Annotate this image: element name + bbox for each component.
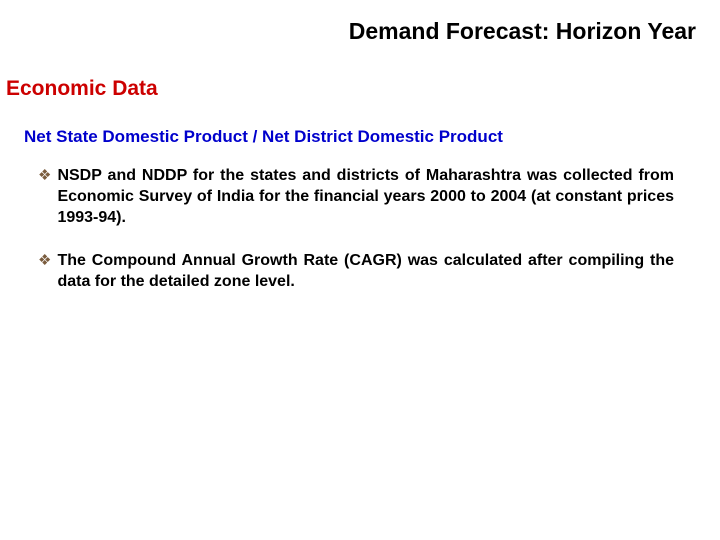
bullet-list: ❖ NSDP and NDDP for the states and distr… [38,165,674,292]
slide-title: Demand Forecast: Horizon Year [0,18,702,45]
bullet-text: The Compound Annual Growth Rate (CAGR) w… [57,250,674,292]
diamond-bullet-icon: ❖ [38,250,51,271]
sub-heading: Net State Domestic Product / Net Distric… [24,127,702,147]
bullet-text: NSDP and NDDP for the states and distric… [57,165,674,228]
diamond-bullet-icon: ❖ [38,165,51,186]
section-heading: Economic Data [6,77,702,101]
slide-container: Demand Forecast: Horizon Year Economic D… [0,0,720,540]
list-item: ❖ The Compound Annual Growth Rate (CAGR)… [38,250,674,292]
list-item: ❖ NSDP and NDDP for the states and distr… [38,165,674,228]
